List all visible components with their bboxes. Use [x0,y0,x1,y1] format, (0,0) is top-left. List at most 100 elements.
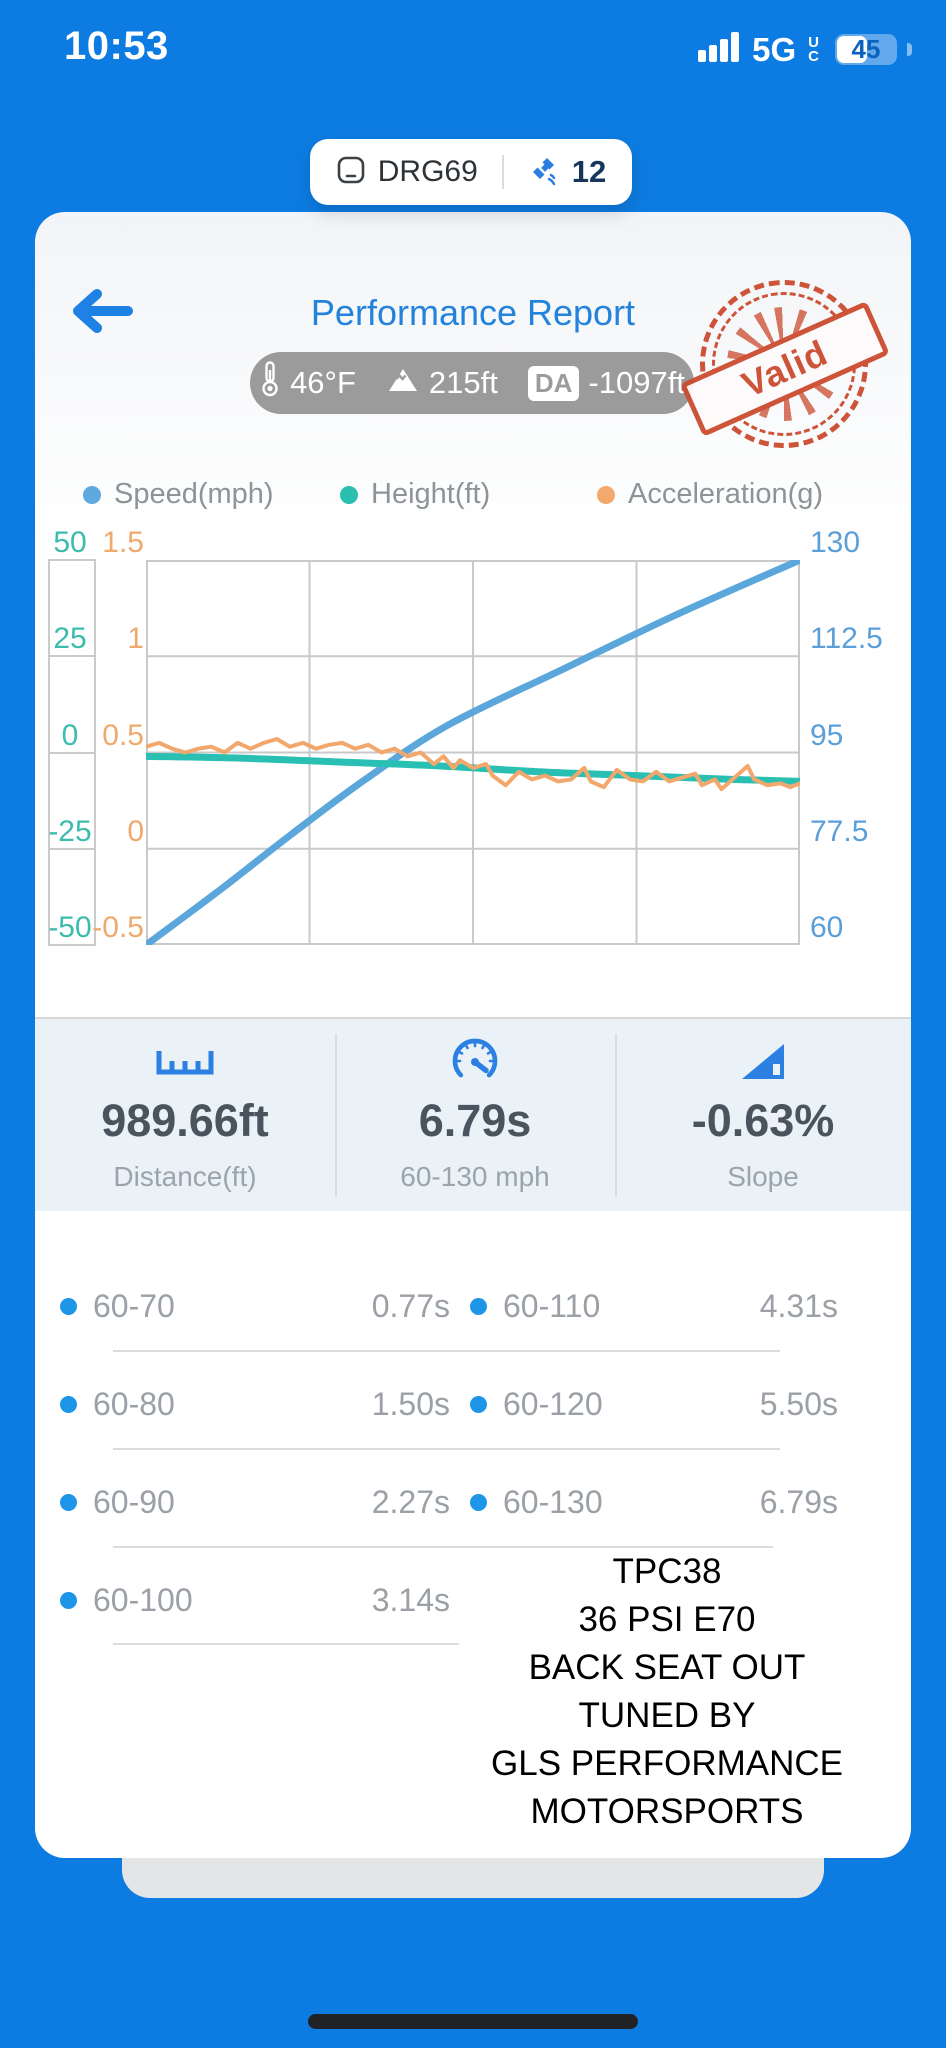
legend-dot-icon [340,485,358,504]
stats-panel: 989.66ft Distance(ft) [35,1017,911,1211]
altitude-icon [386,364,420,402]
interval-dot-icon [60,1297,77,1315]
stat-value: -0.63% [691,1095,835,1146]
battery-icon: 45 [835,34,897,65]
interval-row: 60-100 3.14s [60,1551,450,1649]
status-time: 10:53 [64,24,169,68]
row-divider [113,1448,780,1450]
slope-icon [740,1033,786,1089]
stat-distance: 989.66ft Distance(ft) [35,1019,335,1211]
legend-label: Acceleration(g) [628,478,824,510]
satellite-icon [528,154,560,191]
tuner-note-line: GLS PERFORMANCE [491,1744,843,1783]
stat-value: 989.66ft [101,1095,269,1146]
stat-value: 6.79s [418,1095,532,1146]
altitude-value: 215ft [428,365,498,400]
row-divider [113,1643,459,1645]
interval-range-label: 60-110 [503,1287,601,1324]
interval-time-value: 3.14s [371,1581,450,1618]
valid-stamp: Valid [679,266,890,462]
interval-range-label: 60-70 [93,1287,175,1324]
intervals-right-column: 60-110 4.31s 60-120 5.50s 60-130 6.79s [470,1257,838,1551]
axis-strip-line [48,944,96,946]
interval-time-value: 5.50s [759,1385,838,1422]
interval-time-value: 6.79s [759,1483,838,1520]
back-button[interactable] [68,286,136,336]
device-pill[interactable]: DRG69 12 [310,139,632,205]
battery-cap [907,43,912,56]
interval-dot-icon [60,1493,77,1511]
battery-percent: 45 [851,34,881,64]
interval-range-label: 60-130 [503,1483,603,1520]
gauge-icon [449,1033,501,1089]
axis-tick: 77.5 [810,814,869,848]
axis-tick: 0.5 [102,718,144,752]
intervals-left-column: 60-70 0.77s 60-80 1.50s 60-90 2.27s 60-100 3.14… [60,1257,450,1649]
device-icon [336,155,366,190]
interval-row: 60-110 4.31s [470,1257,838,1355]
stats-divider [335,1034,337,1196]
stat-caption: 60-130 mph [400,1161,550,1192]
chart-plot-svg [142,556,804,949]
height-axis-strip [48,559,96,946]
stat-caption: Distance(ft) [113,1161,257,1192]
thermometer-icon [259,360,281,406]
tuner-note-line: MOTORSPORTS [530,1792,804,1831]
interval-dot-icon [470,1297,487,1315]
interval-row: 60-80 1.50s [60,1355,450,1453]
axis-tick: 112.5 [810,622,883,656]
interval-row: 60-90 2.27s [60,1453,450,1551]
chart-plot [142,556,804,949]
legend-dot-icon [597,485,615,504]
axis-tick: 1 [127,622,144,656]
conditions-pill: 46°F 215ft DA -1097ft [250,352,694,414]
axis-strip-line [48,847,96,850]
stats-divider [615,1034,617,1196]
network-uc-label: U C [808,33,819,65]
stat-60-130: 6.79s 60-130 mph [335,1019,615,1211]
device-name: DRG69 [377,155,478,188]
tuner-note: TPC38 36 PSI E70 BACK SEAT OUT TUNED BY GLS … [420,1548,914,1836]
interval-row: 60-70 0.77s [60,1257,450,1355]
interval-range-label: 60-90 [93,1483,175,1520]
interval-dot-icon [60,1591,77,1609]
tuner-note-line: TUNED BY [578,1696,756,1735]
interval-time-value: 1.50s [371,1385,450,1422]
interval-row: 60-130 6.79s [470,1453,838,1551]
row-divider [113,1546,773,1548]
axis-g-ticks: 1.5 1 0.5 0 -0.5 [92,526,144,945]
status-right-cluster: 5G U C 45 [698,30,912,69]
tuner-note-line: 36 PSI E70 [578,1600,756,1639]
interval-time-value: 0.77s [371,1287,450,1324]
legend-item: Speed(mph) [83,478,340,511]
axis-tick: 60 [810,911,844,944]
signal-strength-icon [698,30,742,69]
da-badge: DA [527,365,580,401]
home-indicator[interactable] [308,2014,638,2029]
legend-label: Speed(mph) [114,478,274,510]
axis-strip-line [48,559,96,561]
legend-dot-icon [83,485,101,504]
legend: Speed(mph) Height(ft) Acceleration(g) [83,478,823,511]
network-sub-bottom: C [808,47,819,65]
interval-range-label: 60-80 [93,1385,175,1422]
interval-dot-icon [470,1395,487,1413]
interval-row: 60-120 5.50s [470,1355,838,1453]
tuner-note-line: TPC38 [612,1552,722,1591]
axis-tick: 0 [127,814,144,848]
legend-label: Height(ft) [371,478,491,510]
pill-divider [501,155,504,189]
legend-item: Height(ft) [340,478,597,511]
interval-range-label: 60-100 [93,1581,193,1618]
ruler-icon [153,1033,217,1089]
interval-dot-icon [470,1493,487,1511]
report-card: Performance Report 46°F 215ft [35,212,911,1858]
interval-dot-icon [60,1395,77,1413]
axis-tick: 95 [810,718,844,752]
tuner-note-line: BACK SEAT OUT [528,1648,806,1687]
battery-fill [837,36,867,63]
network-sub-top: U [808,33,819,51]
stat-slope: -0.63% Slope [615,1019,911,1211]
axis-mph-ticks: 130 112.5 95 77.5 60 [810,526,910,945]
